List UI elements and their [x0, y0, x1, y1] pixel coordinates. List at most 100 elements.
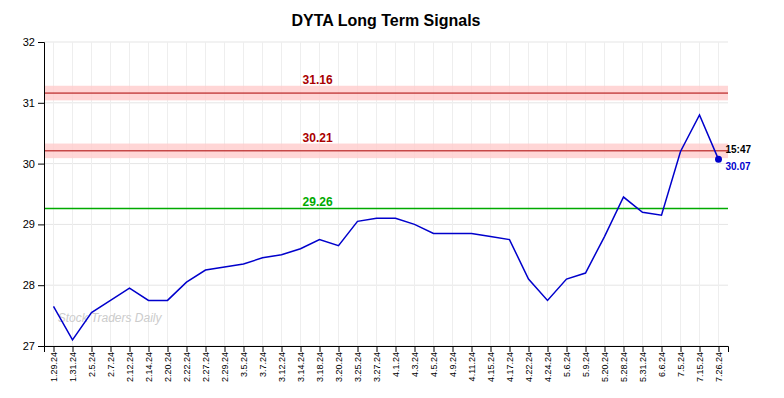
x-tick-label: 3.14.24 [296, 352, 306, 382]
grid-line-y [44, 163, 728, 164]
x-tick-mark [510, 346, 511, 352]
x-tick-label: 4.5.24 [429, 352, 439, 377]
x-tick: 3.18.24 [315, 346, 325, 382]
x-tick-mark [377, 346, 378, 352]
marks [44, 86, 728, 340]
x-tick-label: 4.9.24 [448, 352, 458, 377]
x-tick-mark [605, 346, 606, 352]
x-tick-label: 7.26.24 [714, 352, 724, 382]
x-tick-mark [168, 346, 169, 352]
x-tick-mark [244, 346, 245, 352]
x-tick-mark [54, 346, 55, 352]
x-tick: 4.15.24 [486, 346, 496, 382]
y-tick-label: 31 [23, 97, 35, 109]
x-tick: 2.14.24 [144, 346, 154, 382]
y-tick-label: 32 [23, 36, 35, 48]
x-tick: 1.31.24 [68, 346, 78, 382]
x-tick: 2.27.24 [201, 346, 211, 382]
price-line [54, 115, 719, 340]
grid-line-y [44, 224, 728, 225]
x-tick-label: 3.18.24 [315, 352, 325, 382]
reference-line [44, 208, 728, 210]
y-tick: 30 [23, 158, 44, 170]
x-tick: 5.20.24 [600, 346, 610, 382]
x-tick: 3.5.24 [239, 346, 249, 377]
y-tick-mark [38, 285, 44, 286]
grid-line-y [44, 102, 728, 103]
x-tick: 7.15.24 [695, 346, 705, 382]
x-tick-mark [681, 346, 682, 352]
last-time-label: 15:47 [726, 144, 752, 155]
x-tick: 3.7.24 [258, 346, 268, 377]
grid [44, 42, 728, 346]
x-tick: 4.3.24 [410, 346, 420, 377]
x-tick-mark [567, 346, 568, 352]
x-axis-line [45, 347, 729, 353]
x-tick-label: 3.12.24 [277, 352, 287, 382]
x-tick-mark [111, 346, 112, 352]
y-tick: 28 [23, 279, 44, 291]
x-tick-mark [339, 346, 340, 352]
x-tick: 1.29.24 [49, 346, 59, 382]
x-tick-label: 2.29.24 [220, 352, 230, 382]
x-tick: 4.24.24 [543, 346, 553, 382]
x-tick-mark [662, 346, 663, 352]
x-tick: 2.29.24 [220, 346, 230, 382]
y-tick-mark [38, 164, 44, 165]
x-tick-mark [206, 346, 207, 352]
x-tick: 6.6.24 [657, 346, 667, 377]
y-tick-mark [38, 42, 44, 43]
y-tick: 32 [23, 36, 44, 48]
x-tick-label: 5.20.24 [600, 352, 610, 382]
x-tick-label: 7.15.24 [695, 352, 705, 382]
x-tick-mark [548, 346, 549, 352]
x-tick: 3.20.24 [334, 346, 344, 382]
x-tick-mark [187, 346, 188, 352]
x-tick: 4.1.24 [391, 346, 401, 377]
x-tick: 2.7.24 [106, 346, 116, 377]
x-tick-label: 2.7.24 [106, 352, 116, 377]
x-tick: 2.5.24 [87, 346, 97, 377]
x-tick-label: 7.5.24 [676, 352, 686, 377]
x-tick-label: 5.28.24 [619, 352, 629, 382]
y-tick-mark [38, 103, 44, 104]
x-tick-mark [149, 346, 150, 352]
y-tick: 29 [23, 218, 44, 230]
reference-line [44, 93, 728, 94]
x-tick-label: 1.31.24 [68, 352, 78, 382]
x-tick-label: 5.6.24 [562, 352, 572, 377]
grid-line-y [44, 285, 728, 286]
x-tick: 5.6.24 [562, 346, 572, 377]
x-tick-mark [301, 346, 302, 352]
y-tick-mark [38, 346, 44, 347]
x-tick: 4.11.24 [467, 346, 477, 381]
x-tick-mark [491, 346, 492, 352]
x-tick: 2.12.24 [125, 346, 135, 382]
x-tick-mark [472, 346, 473, 352]
x-tick-label: 2.20.24 [163, 352, 173, 382]
x-tick-label: 4.15.24 [486, 352, 496, 382]
x-tick-mark [358, 346, 359, 352]
x-tick-mark [396, 346, 397, 352]
x-tick: 7.26.24 [714, 346, 724, 382]
x-tick-label: 3.7.24 [258, 352, 268, 377]
reference-label: 30.21 [303, 131, 333, 145]
x-tick: 5.28.24 [619, 346, 629, 382]
x-tick: 5.31.24 [638, 346, 648, 382]
x-tick-label: 2.12.24 [125, 352, 135, 382]
title: DYTA Long Term Signals [291, 12, 480, 29]
x-tick-mark [73, 346, 74, 352]
x-tick: 3.25.24 [353, 346, 363, 382]
plot: Stock Traders Daily31.1630.2129.2615:473… [23, 36, 752, 382]
x-tick: 5.9.24 [581, 346, 591, 377]
x-tick-mark [225, 346, 226, 352]
chart: DYTA Long Term SignalsStock Traders Dail… [0, 0, 784, 398]
x-tick: 3.14.24 [296, 346, 306, 382]
x-tick: 3.12.24 [277, 346, 287, 382]
x-tick-mark [586, 346, 587, 352]
x-tick-label: 3.5.24 [239, 352, 249, 377]
x-tick: 4.5.24 [429, 346, 439, 377]
x-tick-mark [434, 346, 435, 352]
y-axis: 272829303132 [23, 36, 45, 352]
y-axis-line [38, 43, 45, 347]
